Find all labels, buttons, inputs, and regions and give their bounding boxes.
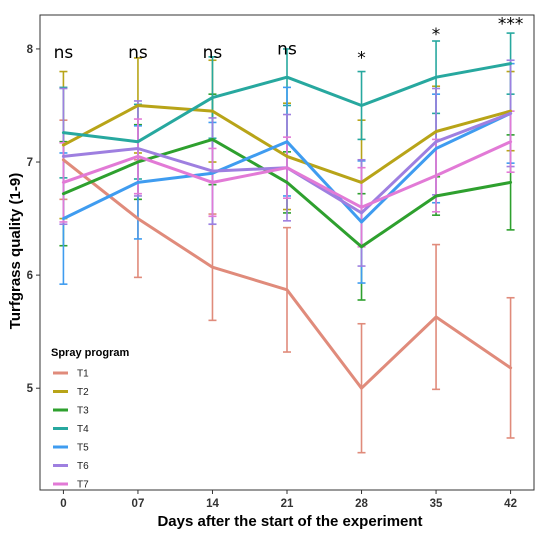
x-tick-label: 28 xyxy=(355,498,368,510)
y-tick-label: 8 xyxy=(27,44,34,56)
legend-item-t2: T2 xyxy=(53,387,89,398)
legend-items: T1 T2 T3 T4 T5 T6 T7 xyxy=(53,369,89,491)
series-line-t1 xyxy=(61,158,513,390)
legend-label: T3 xyxy=(77,406,89,417)
x-axis-tick-labels: 0 07 14 21 28 35 42 xyxy=(60,498,517,510)
legend-label: T1 xyxy=(77,369,89,380)
x-tick-label: 42 xyxy=(504,498,517,510)
x-axis-title: Days after the start of the experiment xyxy=(157,513,422,530)
y-tick-label: 5 xyxy=(27,383,34,395)
significance-label: * xyxy=(432,25,441,45)
significance-label: *** xyxy=(498,15,524,35)
legend-label: T4 xyxy=(77,424,89,435)
series-line-t7 xyxy=(61,140,513,209)
legend-title: Spray program xyxy=(51,347,129,359)
y-tick-label: 6 xyxy=(27,270,33,282)
legend-label: T2 xyxy=(77,387,89,398)
y-axis-title: Turfgrass quality (1-9) xyxy=(7,173,24,329)
legend-item-t4: T4 xyxy=(53,424,89,435)
significance-label: * xyxy=(357,49,366,69)
y-axis-tick-labels: 5 6 7 8 xyxy=(27,44,34,395)
series-line-t4 xyxy=(61,62,513,144)
x-tick-label: 14 xyxy=(206,498,219,510)
x-tick-label: 35 xyxy=(430,498,443,510)
legend-item-t6: T6 xyxy=(53,461,89,472)
significance-label: ns xyxy=(128,43,148,63)
significance-label: ns xyxy=(54,43,74,63)
legend-label: T6 xyxy=(77,461,89,472)
y-tick-label: 7 xyxy=(27,157,33,169)
x-tick-label: 0 xyxy=(60,498,66,510)
legend-label: T7 xyxy=(77,480,89,491)
x-tick-label: 21 xyxy=(281,498,294,510)
legend-item-t7: T7 xyxy=(53,480,89,491)
legend-item-t1: T1 xyxy=(53,369,89,380)
series-line-t2 xyxy=(61,104,513,184)
significance-labels: ns ns ns ns ***** xyxy=(54,15,524,69)
legend-label: T5 xyxy=(77,443,89,454)
legend: Spray program T1 T2 T3 T4 T5 T6 T7 xyxy=(51,347,129,491)
legend-item-t3: T3 xyxy=(53,406,89,417)
x-axis-ticks xyxy=(62,490,512,494)
series-lines xyxy=(61,62,513,390)
series-line-t5 xyxy=(61,111,513,224)
y-axis-ticks xyxy=(36,48,40,389)
x-tick-label: 07 xyxy=(132,498,145,510)
significance-label: ns xyxy=(277,40,297,60)
legend-item-t5: T5 xyxy=(53,443,89,454)
significance-label: ns xyxy=(203,43,223,63)
series-line-t3 xyxy=(61,137,513,249)
